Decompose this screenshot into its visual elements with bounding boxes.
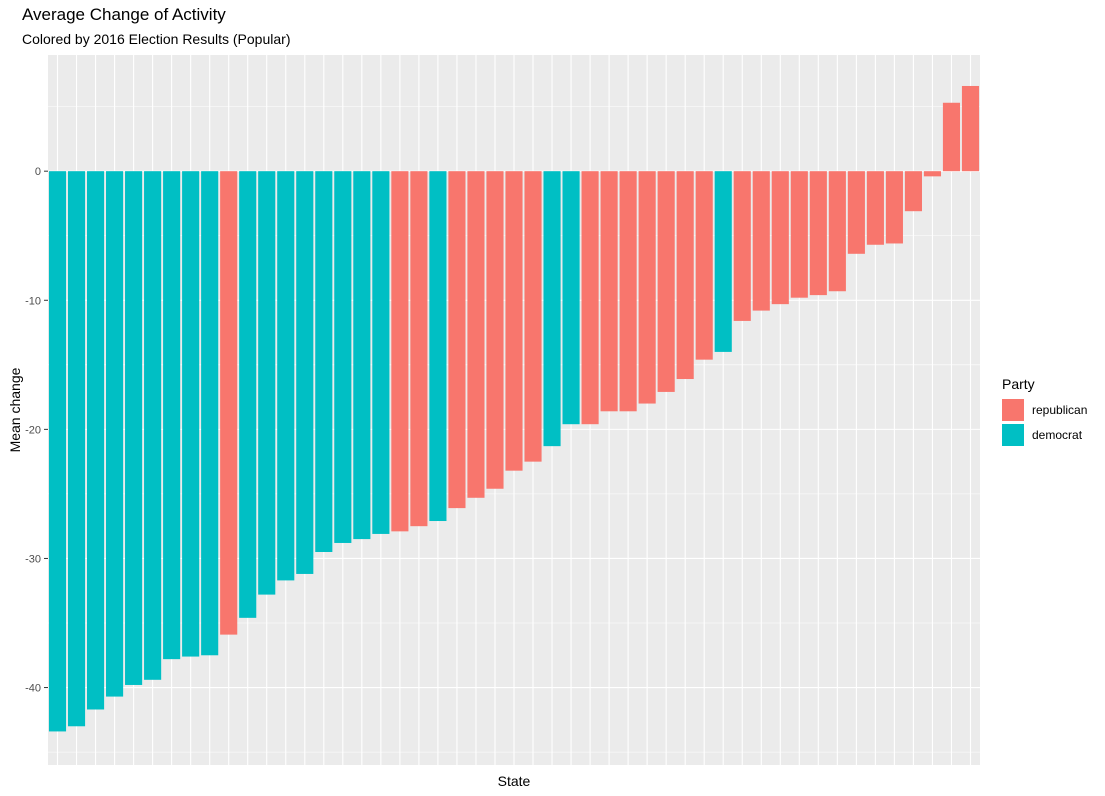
bar-democrat [48,171,67,732]
bar-democrat [334,171,352,543]
bar-republican [220,171,238,635]
legend-key-democrat [1002,423,1024,446]
bar-democrat [163,171,181,660]
bar-republican [676,171,694,380]
bar-republican [733,171,751,321]
bar-republican [619,171,637,412]
bar-democrat [239,171,257,618]
chart-subtitle: Colored by 2016 Election Results (Popula… [22,31,291,47]
legend-title: Party [1002,376,1035,392]
bar-republican [638,171,656,404]
bar-republican [600,171,618,412]
bar-republican [771,171,789,305]
bar-republican [885,171,903,244]
bar-republican [657,171,675,392]
bar-democrat [277,171,295,581]
bar-republican [505,171,523,471]
legend-label-democrat: democrat [1032,427,1083,442]
bar-democrat [258,171,276,595]
bar-republican [752,171,770,311]
legend-label-republican: republican [1032,402,1088,417]
legend-key-republican [1002,398,1024,421]
bar-republican [695,171,713,360]
bar-republican [904,171,922,212]
y-tick-label: -20 [25,424,41,436]
bar-democrat [353,171,371,540]
bar-republican [486,171,504,489]
bar-democrat [372,171,390,534]
bar-democrat [86,171,105,710]
bar-republican [923,171,942,177]
bar-democrat [429,171,447,522]
bar-democrat [106,171,124,697]
bar-democrat [714,171,732,352]
bar-democrat [67,171,86,727]
bar-republican [847,171,865,254]
bar-republican [809,171,827,296]
bar-democrat [125,171,143,685]
bar-democrat [543,171,561,447]
bar-republican [866,171,884,245]
y-tick-label: -30 [25,553,41,565]
bars [48,85,980,732]
x-axis-title: State [498,773,531,789]
chart-title: Average Change of Activity [22,5,226,24]
legend: Party republican democrat [1002,376,1087,448]
bar-democrat [315,171,333,552]
y-axis: 0 -10 -20 -30 -40 [25,166,48,695]
bar-democrat [562,171,580,425]
y-axis-title: Mean change [7,367,23,452]
bar-democrat [182,171,200,657]
y-tick-label: -40 [25,683,41,695]
bar-democrat [144,171,162,680]
bar-republican [448,171,466,509]
legend-item-democrat: democrat [1002,423,1087,446]
bar-republican [790,171,808,298]
bar-republican [942,102,961,172]
bar-republican [581,171,599,425]
bar-republican [961,85,980,172]
bar-republican [467,171,485,498]
bar-republican [391,171,409,532]
legend-item-republican: republican [1002,398,1087,421]
y-tick-label: -10 [25,295,41,307]
bar-republican [410,171,428,527]
bar-democrat [201,171,219,656]
y-tick-label: 0 [35,166,41,178]
bar-republican [828,171,846,292]
bar-republican [524,171,542,462]
bar-democrat [296,171,314,574]
